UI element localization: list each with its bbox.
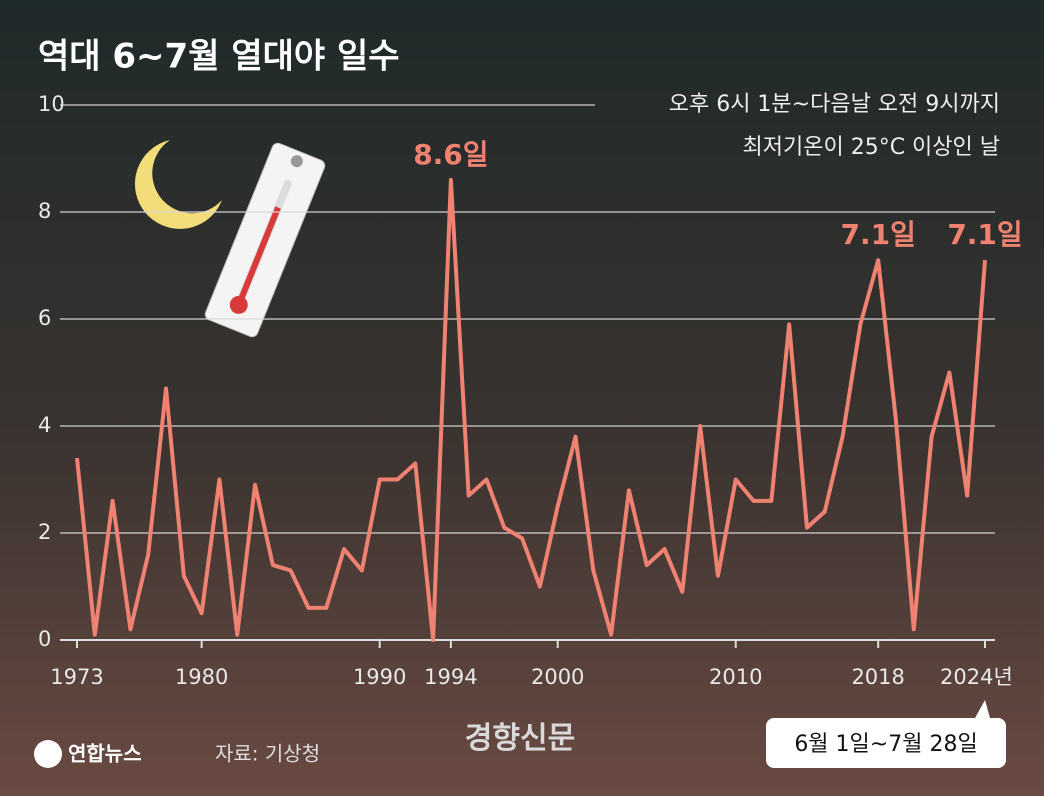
note: 6월 1일~7월 28일 (794, 732, 977, 757)
y-tick-label: 10 (38, 92, 65, 116)
data-label: 7.1일 (947, 218, 1022, 251)
chart-title: 역대 6~7월 열대야 일수 (38, 37, 400, 77)
x-tick-label: 2000 (531, 665, 584, 689)
subtitle: 최저기온이 25°C 이상인 날 (743, 135, 1001, 160)
y-tick-label: 6 (38, 306, 51, 330)
data-line (75, 177, 987, 642)
y-tick-label: 4 (38, 413, 51, 437)
watermark: 경향신문 (465, 721, 575, 756)
note-box (766, 718, 1006, 768)
moon-icon (134, 140, 222, 229)
data-label: 7.1일 (840, 218, 915, 251)
x-tick-label: 1990 (353, 665, 406, 689)
thermometer-icon (204, 142, 326, 338)
logo: 연합뉴스 (68, 742, 142, 766)
x-tick-label: 2024년 (940, 665, 1013, 689)
x-tick-label: 2018 (851, 665, 904, 689)
x-tick-label: 1973 (50, 665, 103, 689)
y-tick-label: 2 (38, 520, 51, 544)
y-tick-label: 0 (38, 627, 51, 651)
data-label: 8.6일 (413, 138, 488, 171)
y-tick-label: 8 (38, 199, 51, 223)
source: 자료: 기상청 (215, 742, 320, 766)
x-tick-label: 1994 (424, 665, 477, 689)
logo-icon (34, 740, 62, 768)
x-tick-label: 1980 (175, 665, 228, 689)
subtitle: 오후 6시 1분~다음날 오전 9시까지 (669, 92, 1000, 117)
note-pointer (975, 700, 990, 718)
x-tick-label: 2010 (709, 665, 762, 689)
